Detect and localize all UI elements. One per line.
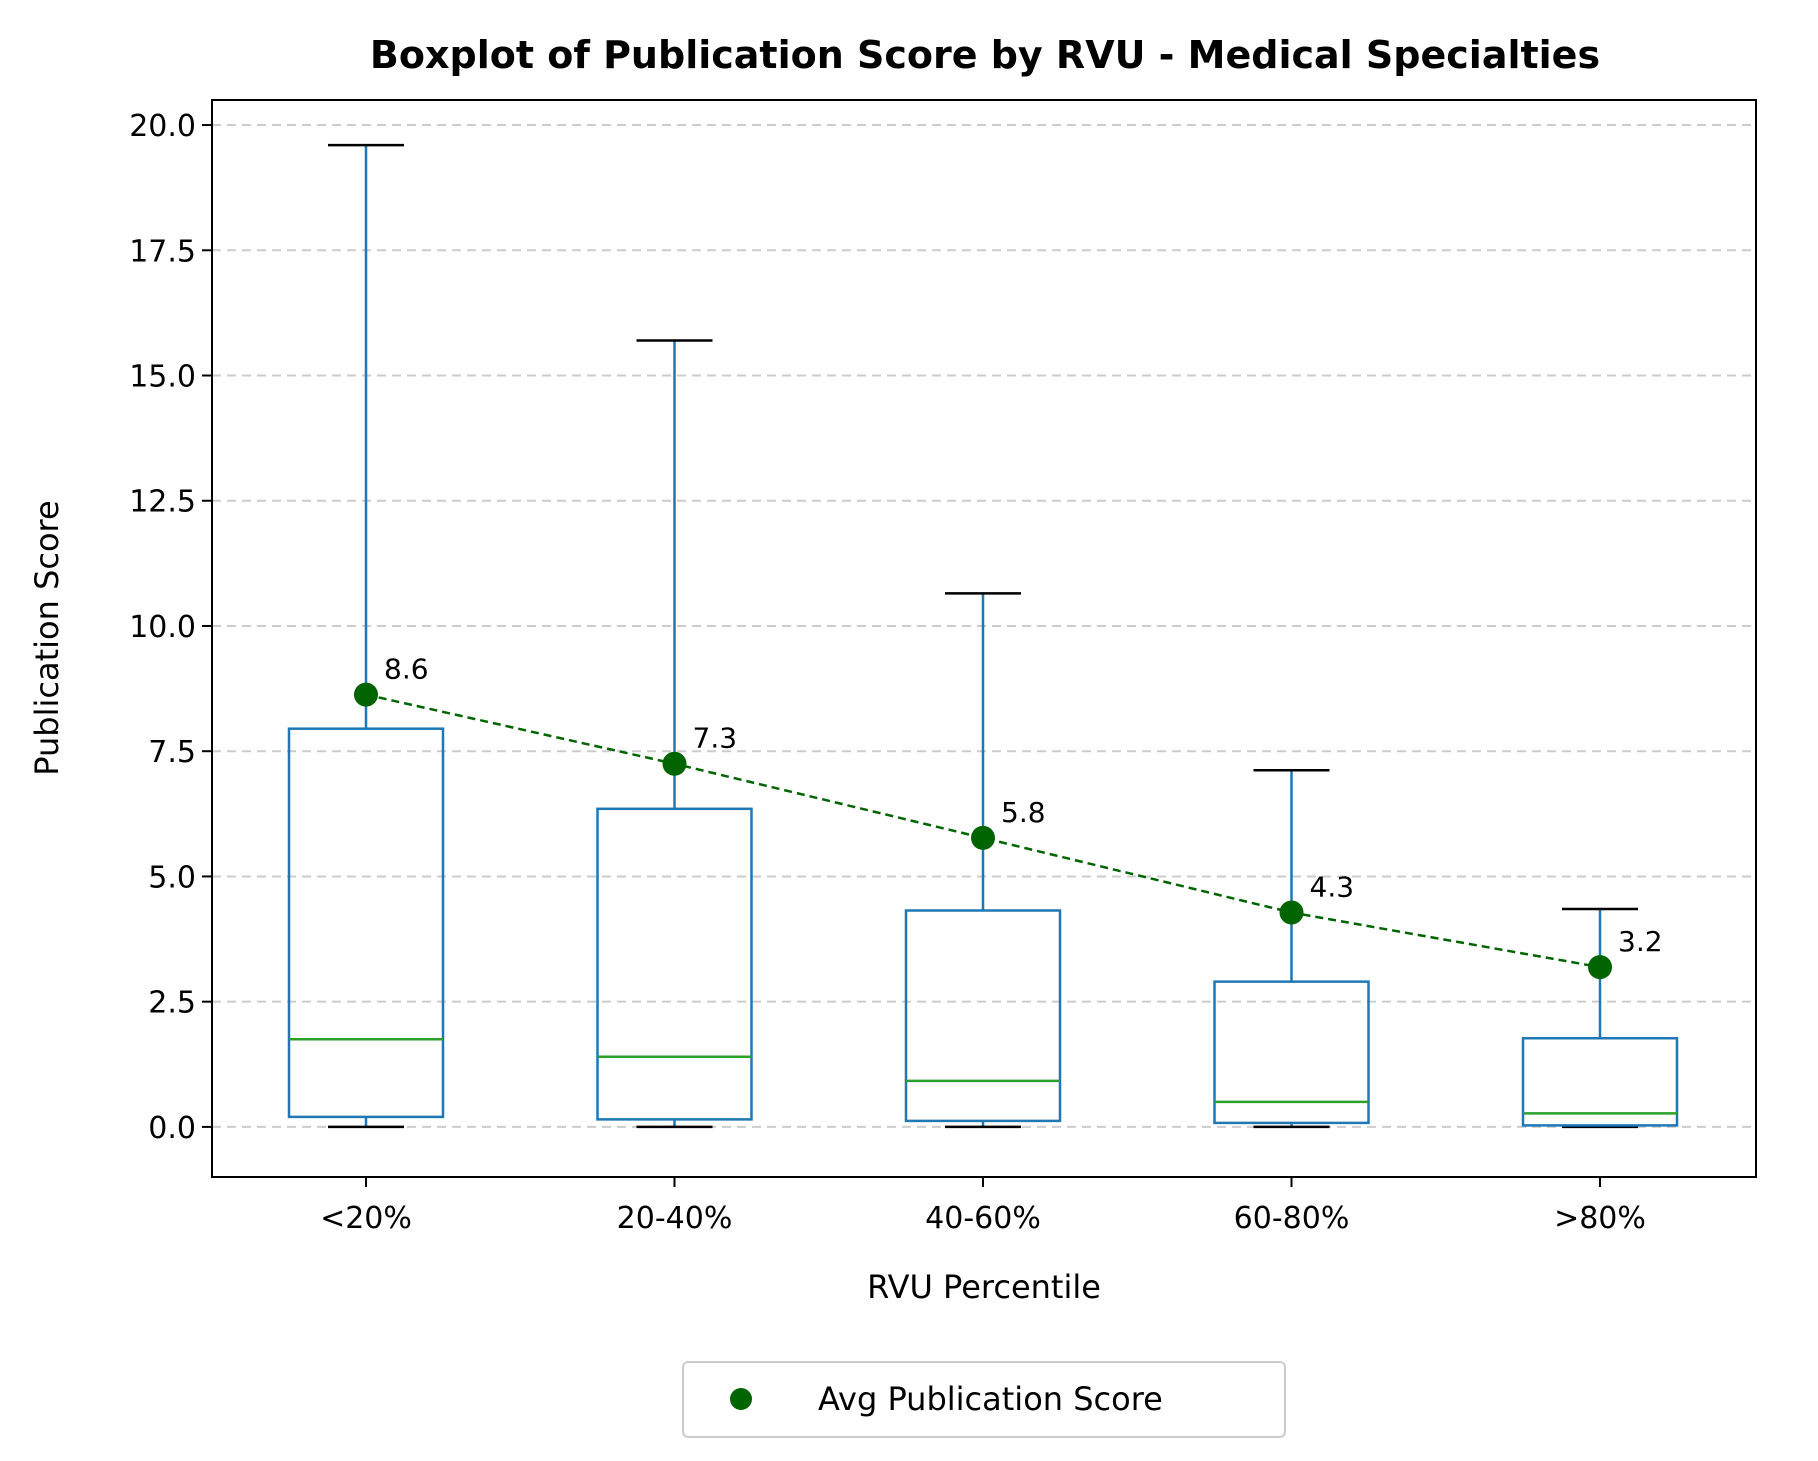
legend-label: Avg Publication Score bbox=[818, 1380, 1163, 1418]
x-tick-label: 40-60% bbox=[925, 1201, 1041, 1236]
box-group bbox=[1521, 907, 1679, 1129]
average-data-label: 4.3 bbox=[1310, 871, 1355, 904]
y-tick-label: 2.5 bbox=[148, 986, 196, 1021]
average-data-label: 7.3 bbox=[693, 722, 738, 755]
legend-frame bbox=[682, 1361, 1286, 1438]
y-tick-label: 10.0 bbox=[129, 610, 196, 645]
y-tick-label: 0.0 bbox=[148, 1111, 196, 1146]
box bbox=[287, 727, 445, 1119]
legend-marker bbox=[730, 1388, 752, 1410]
box-group bbox=[904, 592, 1062, 1129]
box bbox=[904, 909, 1062, 1123]
x-tick-label: 60-80% bbox=[1234, 1201, 1350, 1236]
box-group bbox=[1213, 768, 1370, 1129]
box-group bbox=[596, 339, 753, 1129]
y-tick-label: 20.0 bbox=[129, 109, 196, 144]
x-tick-label: 20-40% bbox=[617, 1201, 733, 1236]
box bbox=[1521, 1036, 1679, 1127]
y-tick-label: 5.0 bbox=[148, 860, 196, 895]
boxes bbox=[287, 143, 1679, 1129]
average-trend-line bbox=[365, 693, 1601, 969]
box bbox=[1213, 980, 1370, 1125]
average-data-label: 8.6 bbox=[384, 653, 429, 686]
legend: Avg Publication Score bbox=[682, 1361, 1286, 1438]
box-group bbox=[287, 143, 445, 1129]
y-tick-label: 7.5 bbox=[148, 735, 196, 770]
y-tick-label: 12.5 bbox=[129, 485, 196, 520]
average-point bbox=[971, 825, 995, 850]
average-data-label: 3.2 bbox=[1618, 925, 1663, 958]
x-axis-ticks: <20% 20-40% 40-60% 60-80% >80% bbox=[320, 1177, 1646, 1236]
x-tick-label: <20% bbox=[320, 1201, 412, 1236]
chart-title: Boxplot of Publication Score by RVU - Me… bbox=[370, 33, 1600, 77]
y-axis-ticks: 0.0 2.5 5.0 7.5 10.0 12.5 15.0 17.5 20.0 bbox=[129, 109, 212, 1146]
average-series: 8.6 7.3 5.8 4.3 3.2 bbox=[354, 653, 1663, 980]
average-point bbox=[662, 751, 687, 776]
x-tick-label: >80% bbox=[1554, 1201, 1646, 1236]
average-point bbox=[1279, 900, 1304, 925]
box bbox=[596, 807, 753, 1121]
average-point bbox=[1588, 955, 1612, 980]
x-axis-label: RVU Percentile bbox=[867, 1268, 1101, 1306]
y-axis-label: Publication Score bbox=[28, 500, 66, 775]
average-point bbox=[354, 682, 378, 707]
y-tick-label: 15.0 bbox=[129, 360, 196, 395]
y-tick-label: 17.5 bbox=[129, 234, 196, 269]
average-data-label: 5.8 bbox=[1001, 796, 1046, 829]
